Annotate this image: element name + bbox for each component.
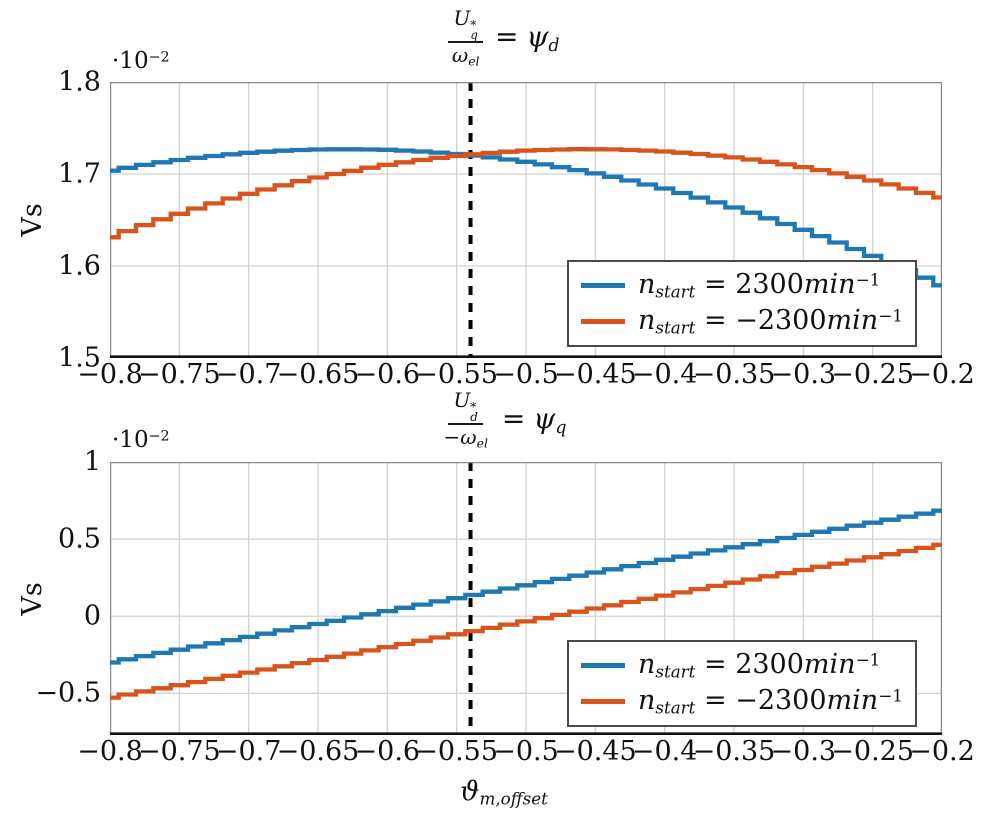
upper-y-exponent-label: ·10−2 [112,48,170,74]
lower-y-exponent-label: ·10−2 [112,427,170,453]
series-curve-blue [110,508,942,665]
legend-item: nstart = −2300min−1 [581,685,903,718]
x-tick-label: −0.7 [215,736,282,767]
x-tick-label: −0.4 [631,359,698,390]
blue-line-swatch [581,283,625,289]
x-tick-label: −0.65 [276,736,360,767]
x-tick-label: −0.6 [354,359,421,390]
sup-sub-stack: * q [470,18,478,43]
x-tick-label: −0.3 [770,359,837,390]
x-tick-label: −0.45 [553,736,637,767]
x-tick-label: −0.8 [77,736,143,767]
x-tick-label: −0.35 [692,736,776,767]
upper-title-rhs: = ψd [494,19,560,56]
x-tick-label: −0.55 [415,736,499,767]
plot-frame [109,461,943,735]
y-tick-label: 1.5 [58,342,101,374]
upper-title-numerator: U * q [448,6,483,43]
x-tick-label: −0.4 [631,736,698,767]
y-tick-label: 1 [83,446,101,478]
plot-frame [109,81,943,358]
x-tick-label: −0.3 [770,736,837,767]
y-tick-label: 1.8 [58,66,101,98]
x-tick-label: −0.25 [831,736,915,767]
legend-item: nstart = 2300min−1 [581,649,903,682]
upper-title-denominator: ωel [451,42,480,69]
series-curve-orange [110,542,942,700]
y-tick-label: 1.7 [58,158,101,190]
y-tick-label: 1.6 [58,250,101,282]
x-tick-label: −0.5 [493,359,559,390]
x-tick-label: −0.5 [493,736,559,767]
legend-label: nstart = 2300min−1 [638,269,881,302]
lower-title-rhs: = ψq [501,401,567,438]
x-tick-label: −0.7 [215,359,282,390]
series-curve-blue [110,147,942,288]
y-tick-label: −0.5 [35,677,101,709]
series-curve-orange [110,147,942,240]
legend-label: nstart = 2300min−1 [638,649,881,682]
upper-title-fraction: U * q ωel [448,6,483,69]
sup-sub-stack: * d [470,400,478,425]
orange-line-swatch [581,318,625,324]
lower-plot-title: U * d −ωel = ψq [88,388,920,451]
lower-title-denominator: −ωel [443,424,488,451]
x-axis-label: ϑm,offset [460,776,548,809]
upper-plot-title: U * q ωel = ψd [88,6,920,69]
upper-plot-area: Vs −0.8 −0.75 −0.7 −0.65 −0.6 −0.55 −0.5 −0.45−… [17,69,975,389]
lower-plot-area: Vs −0.8 −0.75 −0.7 −0.65 −0.6 −0.55 −0.5 −0.45−… [17,449,975,766]
x-tick-label: −0.75 [137,736,221,767]
x-tick-label: −0.25 [831,359,915,390]
x-tick-label: −0.6 [354,736,421,767]
upper-y-axis-label: Vs [17,203,49,237]
plot-svg [109,461,943,736]
legend-label: nstart = −2300min−1 [638,305,903,338]
lower-title-fraction: U * d −ωel [442,388,490,451]
lower-y-axis-label: Vs [17,581,49,616]
x-tick-label: −0.55 [415,359,499,390]
blue-line-swatch [581,663,625,669]
x-tick-label: −0.45 [553,359,637,390]
upper-legend: nstart = 2300min−1 nstart = −2300min−1 [567,260,917,347]
legend-label: nstart = −2300min−1 [638,685,903,718]
lower-legend: nstart = 2300min−1 nstart = −2300min−1 [567,640,917,727]
x-tick-label: −0.35 [692,359,776,390]
y-tick-label: 0 [83,600,101,632]
x-tick-label: −0.2 [909,736,975,767]
legend-item: nstart = 2300min−1 [581,269,903,302]
legend-item: nstart = −2300min−1 [581,305,903,338]
orange-line-swatch [581,698,625,704]
x-tick-label: −0.75 [137,359,221,390]
lower-title-numerator: U * d [448,388,483,425]
x-tick-label: −0.2 [909,359,975,390]
x-tick-label: −0.65 [276,359,360,390]
y-tick-label: 0.5 [58,523,101,555]
x-tick-label: −0.8 [77,359,143,390]
